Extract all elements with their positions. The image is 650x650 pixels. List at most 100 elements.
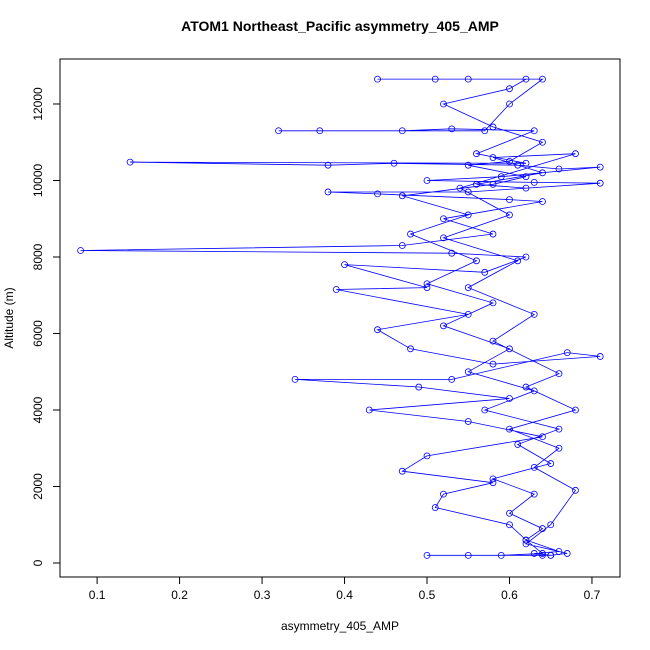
data-point — [506, 157, 513, 165]
data-point — [77, 247, 85, 254]
y-tick-label: 0 — [31, 559, 45, 566]
data-point — [530, 387, 538, 395]
data-point — [506, 196, 513, 204]
x-axis-label: asymmetry_405_AMP — [281, 619, 399, 633]
data-point — [572, 406, 579, 414]
data-point — [423, 177, 431, 184]
data-point — [514, 257, 522, 265]
data-point — [539, 198, 546, 205]
data-point — [489, 299, 497, 307]
data-point — [407, 230, 414, 238]
data-point — [530, 463, 538, 471]
data-point — [473, 150, 480, 158]
data-point — [596, 179, 604, 187]
data-point — [464, 75, 472, 83]
data-point — [332, 286, 340, 293]
data-point — [506, 425, 513, 433]
data-point — [506, 521, 513, 529]
data-point — [539, 525, 546, 532]
data-point — [572, 486, 579, 494]
y-tick-label: 4000 — [31, 396, 45, 423]
data-point — [275, 127, 282, 135]
x-tick-label: 0.6 — [501, 588, 518, 602]
y-tick-label: 10000 — [31, 163, 45, 197]
data-point — [481, 406, 489, 414]
data-point — [530, 127, 538, 135]
plot-frame — [59, 58, 621, 578]
data-point — [555, 444, 563, 452]
x-tick-label: 0.3 — [254, 588, 271, 602]
data-point — [497, 551, 505, 559]
data-point — [464, 161, 472, 169]
data-point — [539, 433, 546, 441]
data-point — [596, 353, 604, 360]
x-tick-label: 0.2 — [171, 588, 188, 602]
data-point — [440, 322, 447, 330]
data-point — [365, 406, 373, 414]
data-point — [530, 550, 538, 557]
data-point — [374, 326, 381, 334]
data-point — [398, 242, 406, 249]
data-point — [448, 125, 456, 133]
data-point — [489, 360, 497, 368]
data-point — [514, 441, 522, 448]
y-tick-label: 8000 — [31, 243, 45, 270]
data-point — [506, 509, 513, 517]
data-point — [539, 551, 546, 559]
data-point — [539, 550, 546, 557]
data-point — [407, 345, 414, 353]
data-point — [547, 551, 555, 559]
data-point — [448, 375, 456, 383]
series-line — [80, 78, 601, 556]
data-point — [464, 368, 472, 376]
data-point — [341, 261, 348, 269]
data-point — [481, 268, 489, 276]
data-point — [555, 165, 563, 173]
data-point — [440, 215, 447, 223]
data-point — [448, 249, 456, 257]
data-point — [547, 521, 555, 529]
data-point — [489, 154, 497, 161]
y-tick-label: 6000 — [31, 320, 45, 347]
data-point — [423, 284, 431, 291]
data-point — [398, 127, 406, 135]
data-point — [489, 479, 497, 487]
data-point — [555, 548, 563, 555]
data-point — [431, 504, 439, 511]
data-point — [530, 310, 538, 318]
x-tick-label: 0.1 — [89, 588, 106, 602]
data-point — [522, 184, 530, 192]
data-point — [390, 159, 398, 167]
data-point — [481, 127, 489, 135]
data-point — [572, 150, 579, 158]
data-point — [456, 184, 464, 192]
data-point — [522, 75, 530, 83]
data-point — [374, 75, 381, 83]
data-point — [431, 75, 439, 83]
data-point — [497, 173, 505, 181]
data-point — [522, 173, 530, 181]
data-point — [522, 383, 530, 391]
y-tick-label: 2000 — [31, 473, 45, 500]
data-point — [522, 159, 530, 167]
data-point — [530, 490, 538, 498]
data-point — [547, 460, 555, 467]
data-point — [489, 180, 497, 188]
data-point — [522, 253, 530, 261]
data-point — [514, 161, 522, 169]
y-axis-label: Altitude (m) — [2, 287, 16, 348]
data-point — [324, 161, 332, 169]
data-point — [555, 425, 563, 433]
data-point — [555, 370, 563, 378]
data-point — [489, 123, 497, 131]
data-point — [506, 85, 513, 93]
data-point — [398, 467, 406, 475]
data-point — [316, 127, 324, 135]
y-tick-label: 12000 — [31, 87, 45, 121]
data-point — [539, 75, 546, 83]
data-point — [596, 163, 604, 171]
x-tick-label: 0.4 — [336, 588, 353, 602]
data-point — [464, 211, 472, 219]
data-point — [473, 257, 480, 265]
data-point — [423, 551, 431, 559]
